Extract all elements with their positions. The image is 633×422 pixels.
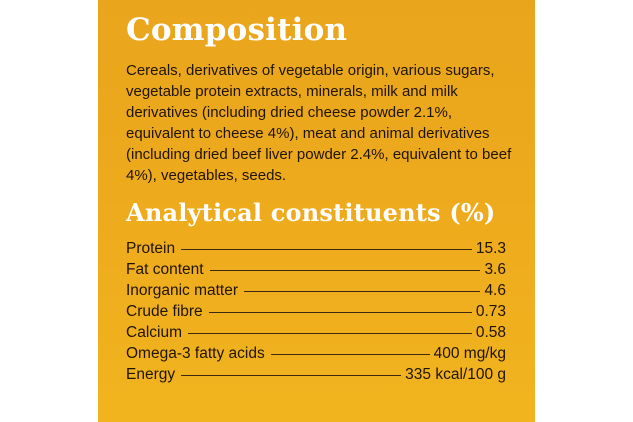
leader-line [187,333,472,334]
composition-heading: Composition [126,12,348,48]
row-value: 3.6 [484,261,506,278]
row-value: 400 mg/kg [433,345,506,362]
leader-line [209,270,481,271]
row-label: Inorganic matter [126,282,238,299]
analytical-row-fibre: Crude fibre 0.73 [126,301,506,322]
leader-line [208,312,472,313]
row-value: 0.58 [475,324,506,341]
row-value: 0.73 [475,303,506,320]
row-label: Protein [126,240,176,257]
analytical-row-fat: Fat content 3.6 [126,259,506,280]
analytical-row-protein: Protein 15.3 [126,238,506,259]
leader-line [270,354,430,355]
analytical-heading: Analytical constituents (%) [126,198,496,227]
analytical-row-omega3: Omega-3 fatty acids 400 mg/kg [126,343,506,364]
row-label: Fat content [126,261,204,278]
analytical-row-inorganic: Inorganic matter 4.6 [126,280,506,301]
label-panel: Composition Cereals, derivatives of vege… [98,0,535,422]
analytical-row-calcium: Calcium 0.58 [126,322,506,343]
row-value: 15.3 [475,240,506,257]
analytical-table: Protein 15.3 Fat content 3.6 Inorganic m… [126,238,506,385]
composition-text: Cereals, derivatives of vegetable origin… [126,62,512,184]
row-value: 4.6 [484,282,506,299]
leader-line [181,375,402,376]
row-label: Energy [126,366,176,383]
analytical-row-energy: Energy 335 kcal/100 g [126,364,506,385]
row-value: 335 kcal/100 g [405,366,506,383]
row-label: Calcium [126,324,182,341]
leader-line [181,249,472,250]
leader-line [244,291,481,292]
row-label: Crude fibre [126,303,203,320]
row-label: Omega-3 fatty acids [126,345,265,362]
